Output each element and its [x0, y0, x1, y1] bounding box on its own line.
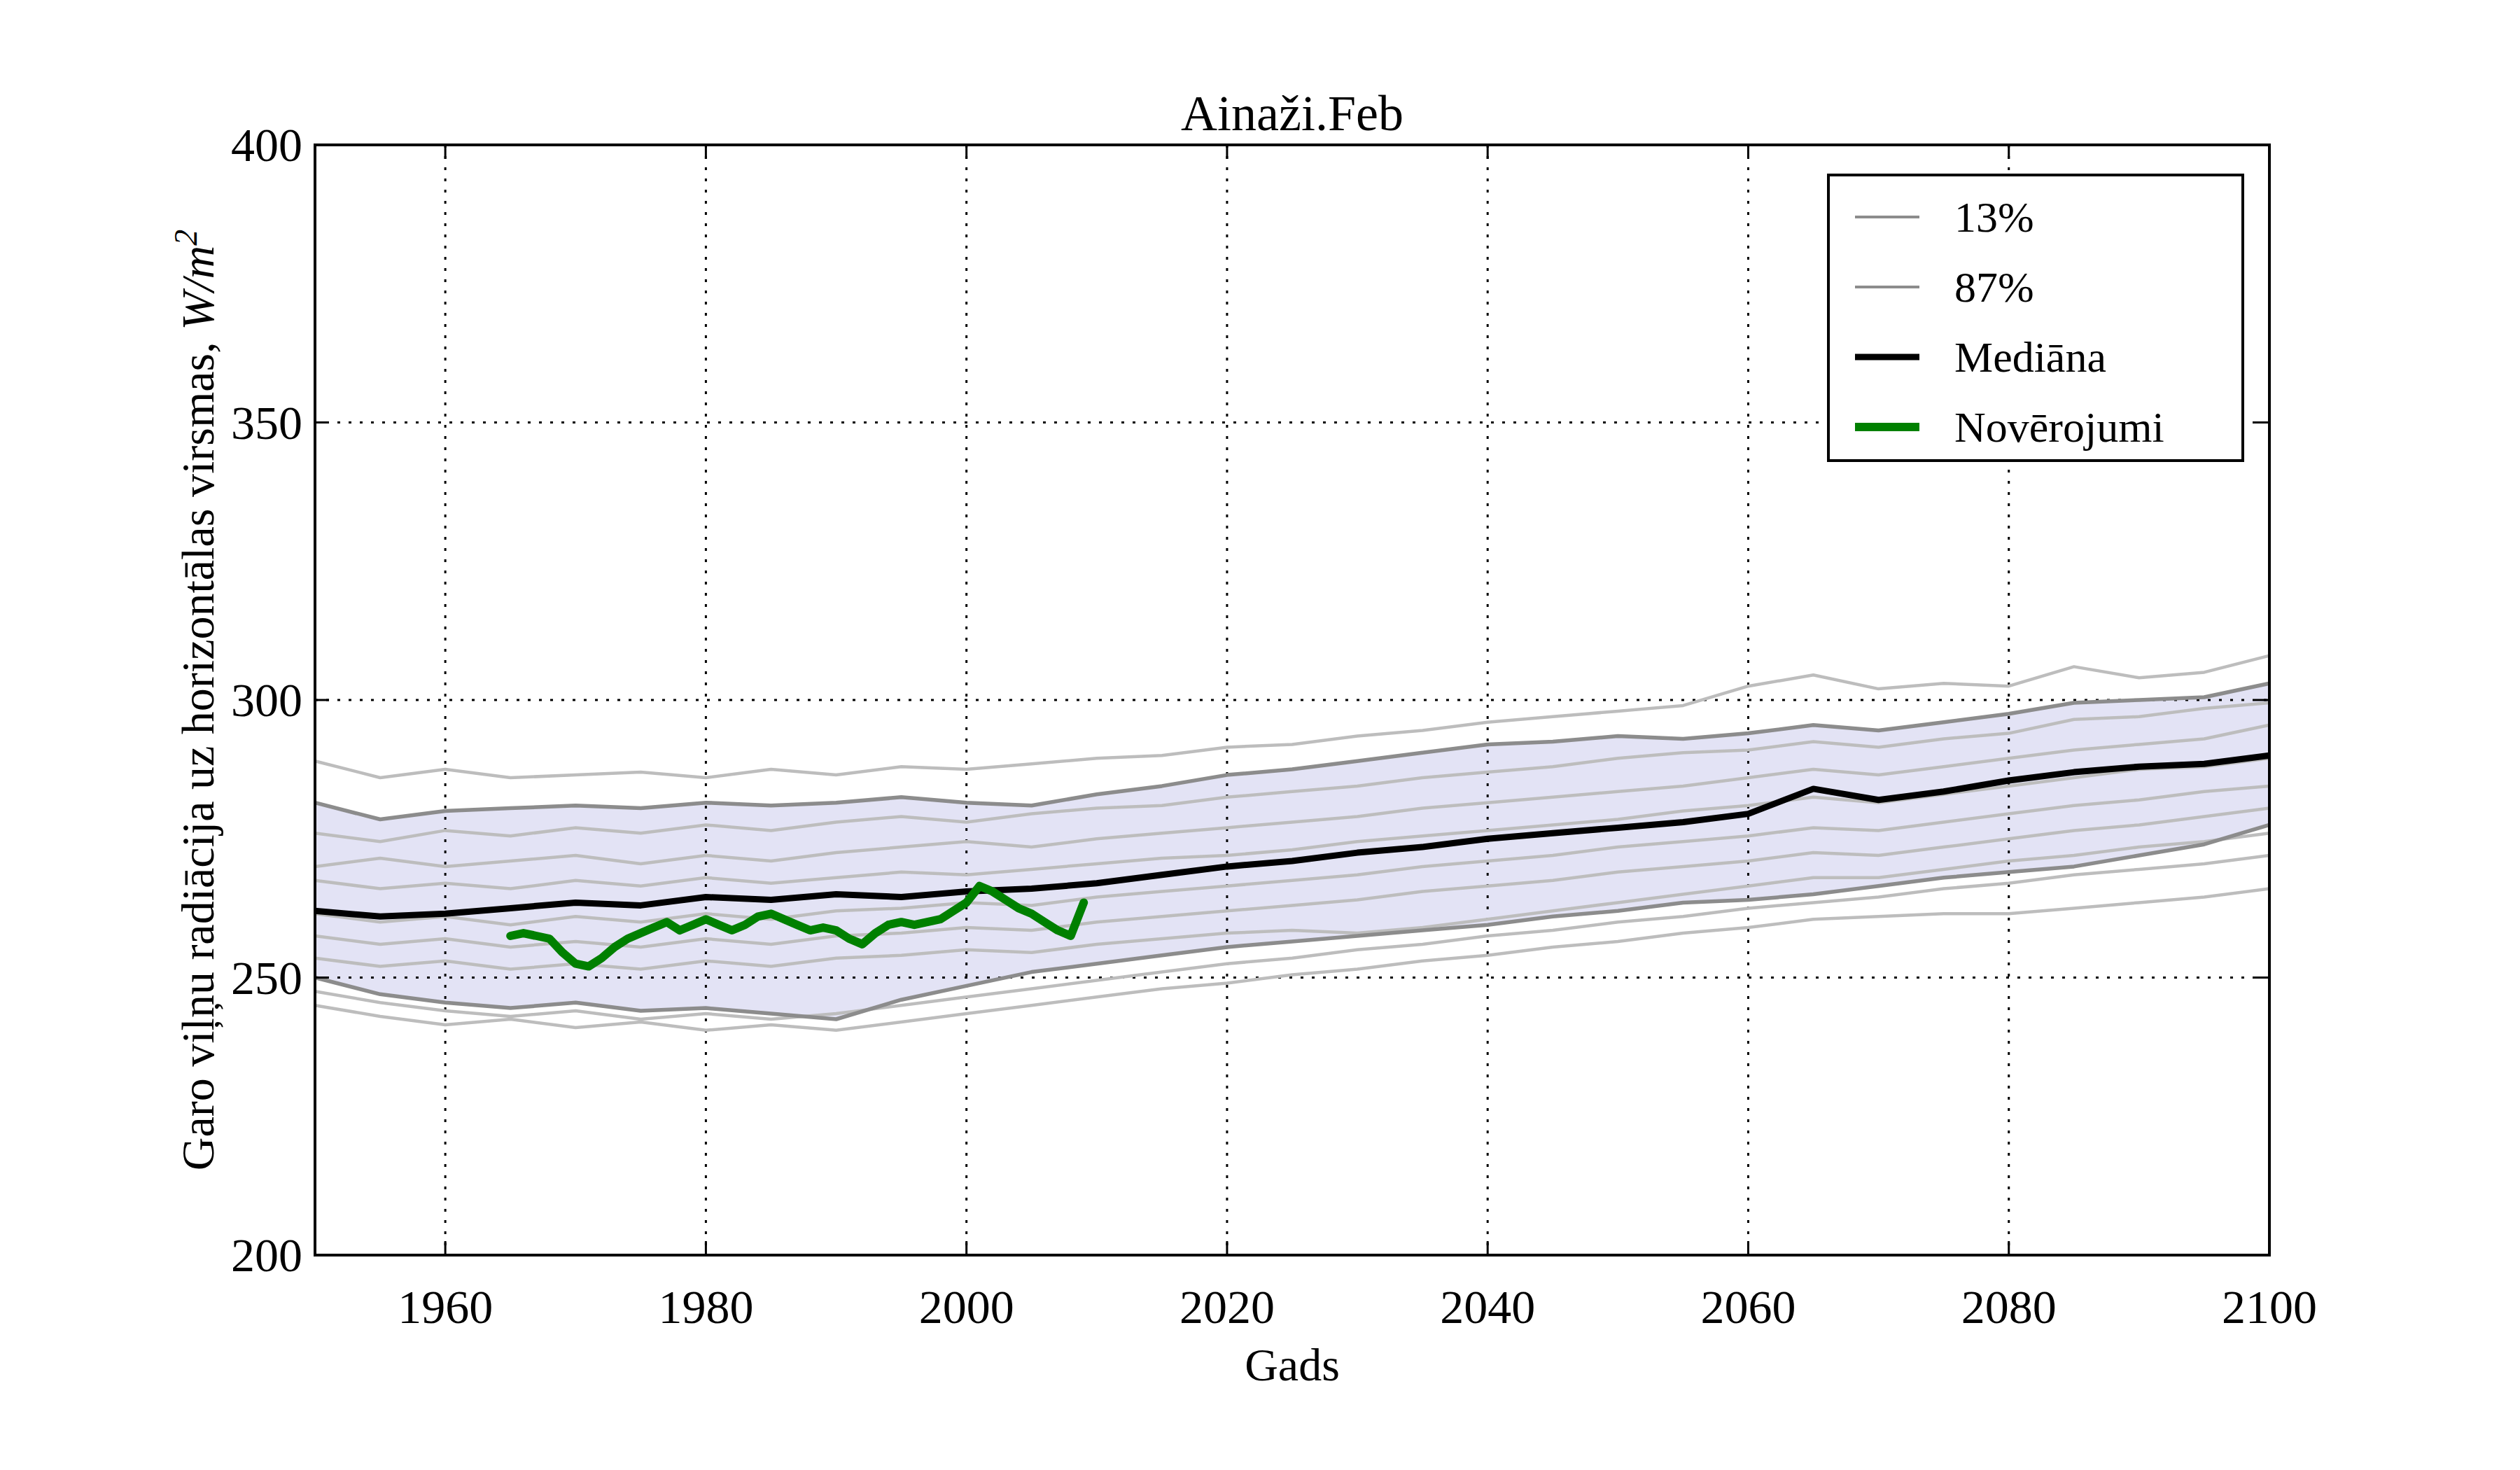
figure: 1960 1980 2000 2020 2040 2060 2080 2100 200 250 30…	[0, 0, 2520, 1470]
y-tick-label: 400	[231, 118, 302, 172]
y-tick-label: 200	[231, 1228, 302, 1282]
legend: 13% 87% Mediāna Novērojumi	[1828, 175, 2243, 461]
legend-label-13pct: 13%	[1954, 193, 2034, 241]
y-tick-label: 300	[231, 673, 302, 727]
x-tick-label: 2000	[919, 1280, 1014, 1334]
x-tick-label: 2040	[1440, 1280, 1535, 1334]
chart-canvas: 1960 1980 2000 2020 2040 2060 2080 2100 200 250 30…	[0, 0, 2520, 1470]
y-axis-label: Garo viļņu radiācija uz horizontālas vir…	[168, 230, 223, 1170]
x-tick-label: 1960	[398, 1280, 493, 1334]
y-tick-label: 250	[231, 951, 302, 1004]
y-axis-label-text: Garo viļņu radiācija uz horizontālas vir…	[172, 330, 223, 1170]
x-tick-label: 2080	[1961, 1280, 2057, 1334]
chart-title: Ainaži.Feb	[1181, 85, 1404, 141]
y-axis-label-units: W/m	[172, 246, 223, 330]
x-tick-label: 2020	[1180, 1280, 1275, 1334]
x-tick-label: 2060	[1700, 1280, 1795, 1334]
y-tick-label: 350	[231, 396, 302, 449]
x-tick-label: 2100	[2222, 1280, 2317, 1334]
x-tick-label: 1980	[658, 1280, 753, 1334]
y-axis-label-exponent: 2	[168, 230, 204, 246]
x-axis-label: Gads	[1245, 1339, 1340, 1390]
legend-label-87pct: 87%	[1954, 263, 2034, 311]
legend-label-median: Mediāna	[1954, 333, 2106, 381]
legend-label-observations: Novērojumi	[1954, 403, 2164, 451]
